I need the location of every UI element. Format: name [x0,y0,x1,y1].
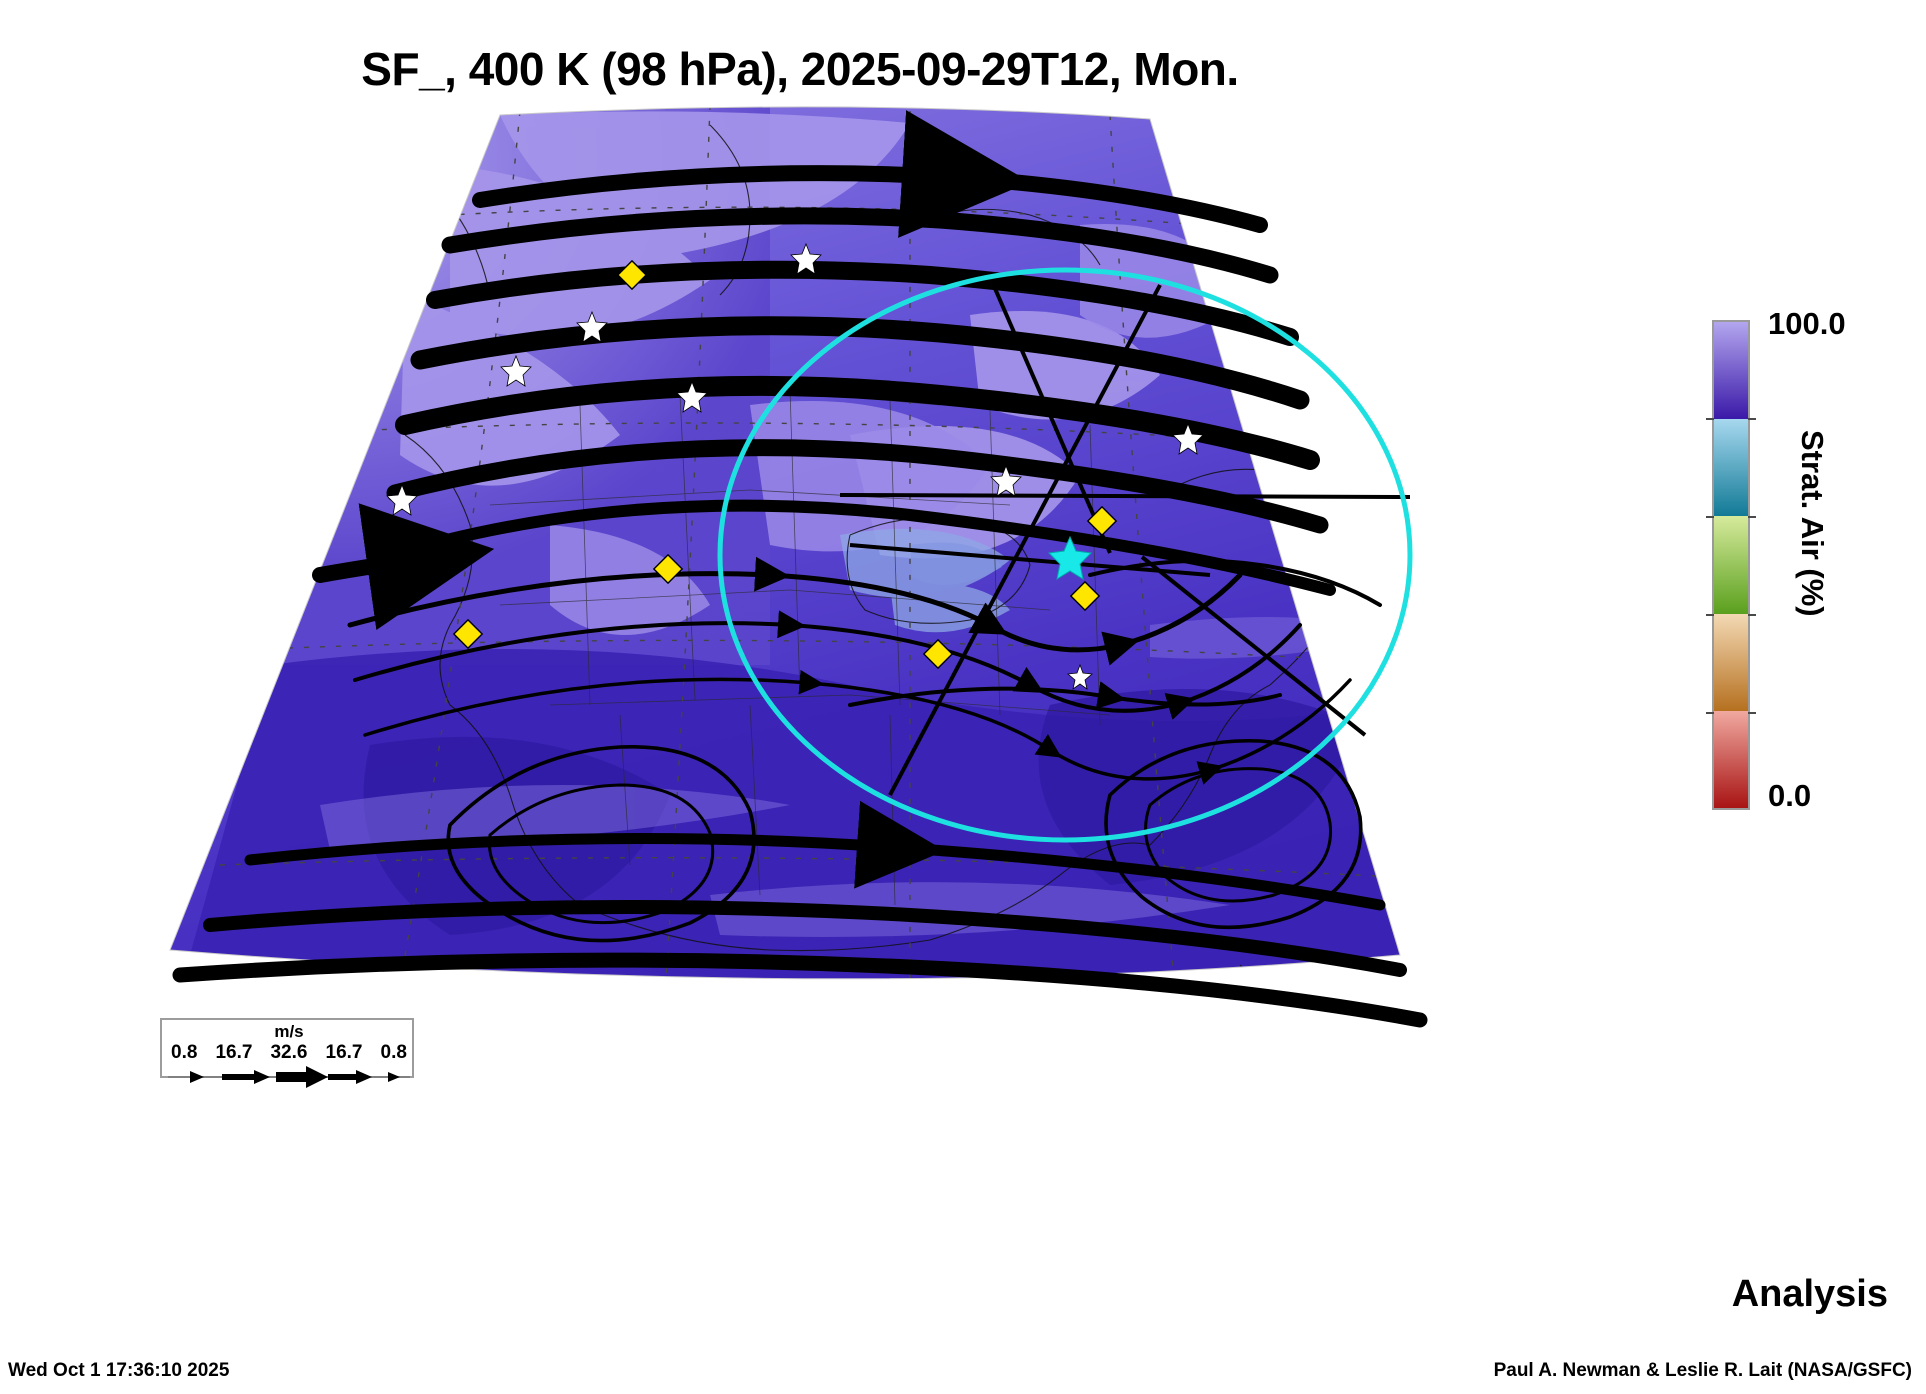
wind-speed-legend: m/s 0.8 16.7 32.6 16.7 0.8 [160,1018,416,1088]
credit-line: Paul A. Newman & Leslie R. Lait (NASA/GS… [1493,1360,1912,1381]
colorbar-tick [1748,418,1756,420]
white-star-marker[interactable] [386,483,418,516]
colorbar-band-purple [1714,322,1748,420]
colorbar-gradient [1712,320,1750,810]
white-star-marker[interactable] [1067,663,1093,690]
map-canvas[interactable] [150,105,1550,1105]
colorbar-tick [1706,712,1714,714]
colorbar-tick [1748,516,1756,518]
wind-legend-values: 0.8 16.7 32.6 16.7 0.8 [162,1042,416,1064]
white-star-marker[interactable] [1172,422,1204,455]
wind-legend-arrows [168,1066,410,1088]
colorbar-max-label: 100.0 [1768,306,1846,341]
colorbar-band-tan [1714,613,1748,711]
yellow-diamond-marker[interactable] [1086,505,1118,537]
white-star-marker[interactable] [790,242,822,275]
white-star-marker[interactable] [576,310,608,343]
colorbar-axis-title: Strat. Air (%) [1795,430,1830,617]
analysis-label: Analysis [1731,1273,1888,1315]
wind-legend-unit: m/s [274,1022,304,1041]
white-star-marker[interactable] [500,354,532,387]
colorbar-tick [1748,712,1756,714]
yellow-diamond-marker[interactable] [652,553,684,585]
map-panel[interactable] [150,105,1550,1105]
wind-value: 16.7 [215,1042,253,1063]
page-title: SF_, 400 K (98 hPa), 2025-09-29T12, Mon. [361,43,1239,95]
flight-track-lines [839,276,1411,796]
wind-value: 0.8 [380,1042,407,1063]
yellow-station-markers[interactable] [452,259,1118,670]
colorbar-tick [1706,418,1714,420]
colorbar-band-blue [1714,419,1748,517]
colorbar-tick [1706,614,1714,616]
colorbar-tick [1706,516,1714,518]
range-circle [717,267,1413,843]
colorbar-tick [1748,614,1756,616]
colorbar: 100.0 0.0 Strat. Air (%) [1690,300,1926,840]
wind-value: 16.7 [325,1042,363,1063]
yellow-diamond-marker[interactable] [616,259,648,291]
white-star-marker[interactable] [676,380,708,413]
colorbar-min-label: 0.0 [1768,778,1812,813]
white-star-marker[interactable] [990,464,1022,497]
center-cyan-star-marker[interactable] [1047,535,1093,581]
wind-value: 32.6 [270,1042,308,1063]
yellow-diamond-marker[interactable] [452,618,484,650]
colorbar-band-green [1714,516,1748,614]
yellow-diamond-marker[interactable] [1069,580,1101,612]
colorbar-band-red [1714,710,1748,808]
map-boundary [169,106,1401,980]
wind-streamlines [172,110,1428,1028]
render-timestamp: Wed Oct 1 17:36:10 2025 [8,1360,230,1381]
yellow-diamond-marker[interactable] [922,638,954,670]
white-star-markers[interactable] [386,242,1204,690]
wind-value: 0.8 [171,1042,198,1063]
